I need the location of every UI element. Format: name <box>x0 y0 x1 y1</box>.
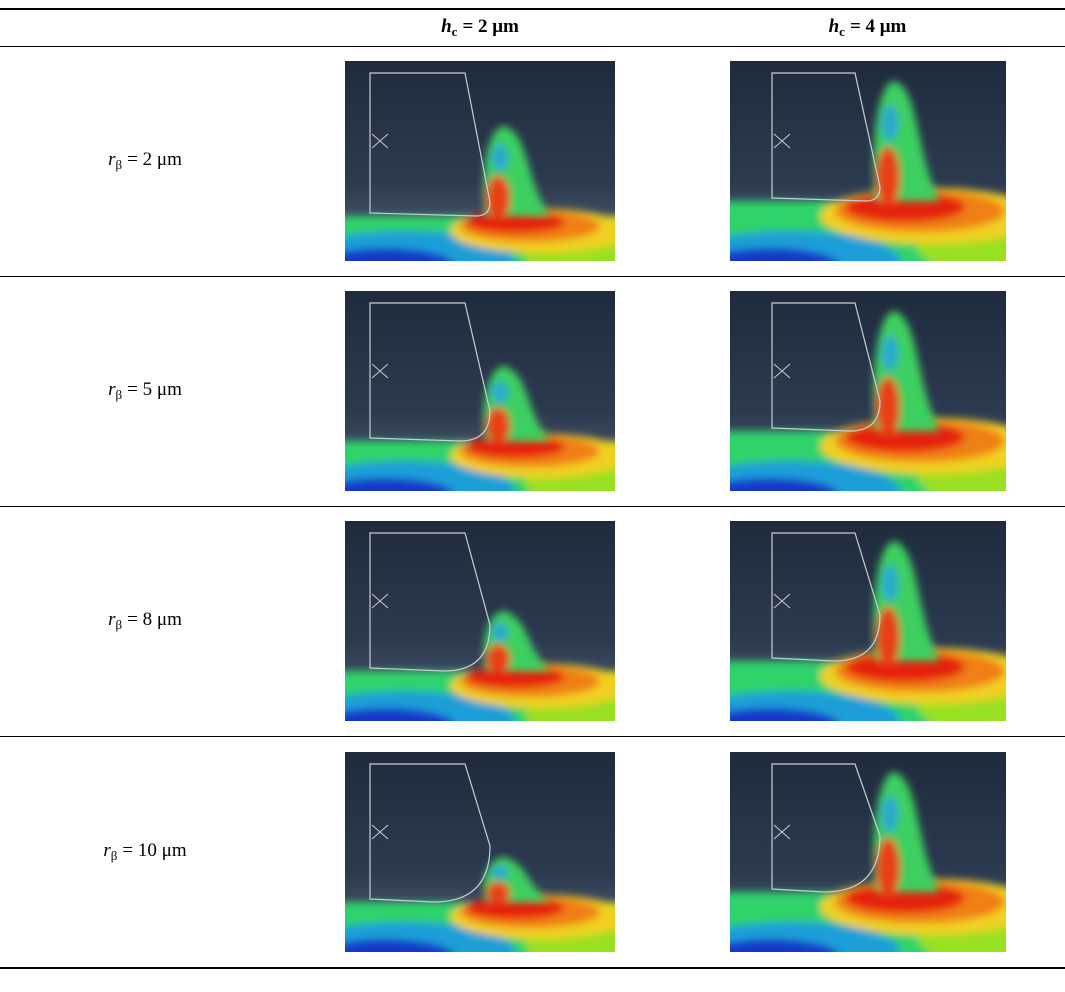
table-body: rβ= 2 μmrβ= 5 μmrβ= 8 μmrβ= 10 μm <box>0 46 1065 968</box>
workpiece <box>345 209 615 261</box>
image-cell <box>670 46 1065 276</box>
chip-core <box>882 335 898 371</box>
chip-core <box>486 882 510 905</box>
symbol: r <box>108 609 115 630</box>
workpiece <box>345 895 615 952</box>
column-header: hc = 4 μm <box>670 9 1065 46</box>
image-cell <box>290 46 670 276</box>
table-row: rβ = 10 μm <box>0 736 1065 968</box>
simulation-image <box>730 521 1006 721</box>
image-content <box>730 61 1006 261</box>
workpiece <box>345 664 615 721</box>
header-row: hc= 2 μm hc= 4 μm <box>0 9 1065 46</box>
symbol: r <box>103 840 110 861</box>
page: {"table": { "header": [ {"symbol": "h", … <box>0 0 1065 992</box>
symbol: r <box>108 149 115 170</box>
symbol: h <box>441 16 452 37</box>
subscript: β <box>111 848 118 863</box>
symbol: r <box>108 379 115 400</box>
symbol: h <box>829 16 840 37</box>
chip-core <box>492 381 508 404</box>
chip-core <box>492 866 508 880</box>
image-cell <box>670 506 1065 736</box>
simulation-image <box>345 61 615 261</box>
image-cell <box>670 276 1065 506</box>
value: = 2 μm <box>127 149 182 170</box>
value: = 2 μm <box>462 16 518 37</box>
table-row: rβ = 8 μm <box>0 506 1065 736</box>
chip-core <box>876 147 900 207</box>
value: = 5 μm <box>127 379 182 400</box>
image-content <box>345 61 615 261</box>
subscript: c <box>839 24 845 39</box>
image-cell <box>290 736 670 968</box>
chip-core <box>492 623 508 641</box>
simulation-image <box>730 752 1006 952</box>
row-header: rβ = 8 μm <box>0 506 290 736</box>
image-content <box>730 291 1006 491</box>
chip-core <box>486 644 510 674</box>
subscript: β <box>116 387 123 402</box>
chip-core <box>882 105 898 141</box>
value: = 8 μm <box>127 609 182 630</box>
value: = 4 μm <box>850 16 906 37</box>
simulation-image <box>730 61 1006 261</box>
simulation-image <box>345 291 615 491</box>
column-header: hc = 2 μm <box>290 9 670 46</box>
row-header: rβ = 5 μm <box>0 276 290 506</box>
image-content <box>345 752 615 952</box>
value: = 10 μm <box>122 840 186 861</box>
simulation-image <box>730 291 1006 491</box>
corner-cell <box>0 9 290 46</box>
table-row: rβ = 2 μm <box>0 46 1065 276</box>
chip-core <box>492 144 508 171</box>
image-cell <box>290 276 670 506</box>
image-content <box>730 521 1006 721</box>
subscript: β <box>116 617 123 632</box>
chip-core <box>882 796 898 832</box>
image-content <box>730 752 1006 952</box>
image-cell <box>290 506 670 736</box>
image-content <box>345 291 615 491</box>
row-header: rβ = 10 μm <box>0 736 290 968</box>
simulation-image <box>345 752 615 952</box>
row-header: rβ = 2 μm <box>0 46 290 276</box>
image-content <box>345 521 615 721</box>
table-row: rβ = 5 μm <box>0 276 1065 506</box>
subscript: c <box>452 24 458 39</box>
image-cell <box>670 736 1065 968</box>
chip-core <box>882 565 898 601</box>
workpiece <box>345 434 615 491</box>
simulation-image <box>345 521 615 721</box>
subscript: β <box>116 157 123 172</box>
